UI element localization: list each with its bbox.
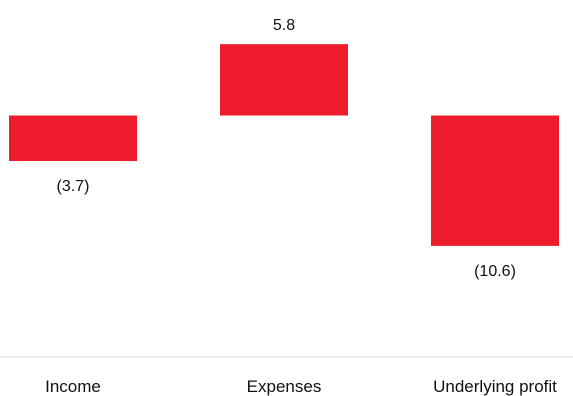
category-label-expenses: Expenses: [247, 377, 322, 396]
bar-expenses: [220, 44, 348, 116]
bars-group: [9, 44, 559, 246]
category-label-income: Income: [45, 377, 101, 396]
bar-underlying-profit: [431, 115, 559, 246]
category-labels-group: Income Expenses Underlying profit: [45, 377, 557, 396]
value-label-underlying-profit: (10.6): [474, 263, 516, 280]
category-label-underlying-profit: Underlying profit: [433, 377, 557, 396]
value-label-income: (3.7): [57, 178, 90, 195]
value-labels-group: (3.7) 5.8 (10.6): [57, 17, 516, 280]
bar-income: [9, 115, 137, 162]
value-label-expenses: 5.8: [273, 17, 295, 34]
